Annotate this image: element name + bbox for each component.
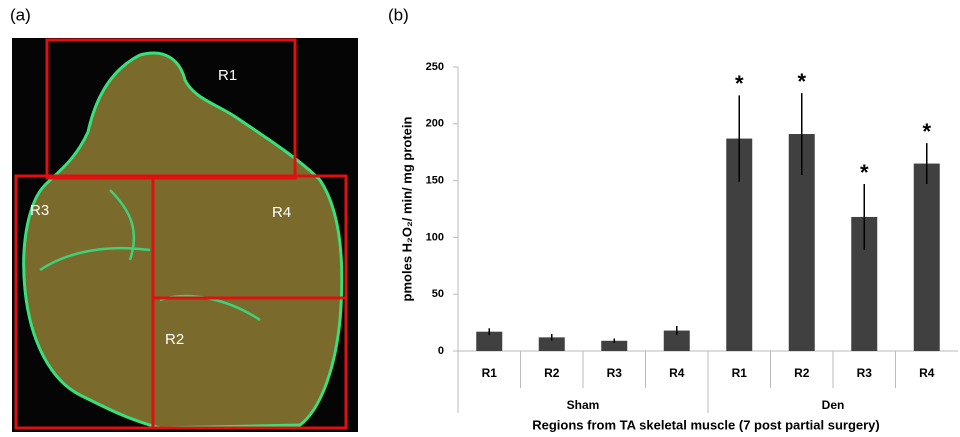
x-tick-label: R4 xyxy=(669,366,685,380)
region-label: R4 xyxy=(272,204,291,221)
bar xyxy=(601,340,628,351)
x-axis-label: Regions from TA skeletal muscle (7 post … xyxy=(532,417,879,432)
bar xyxy=(538,337,565,351)
x-tick-label: R1 xyxy=(732,366,748,380)
panel-label: (a) xyxy=(10,5,31,24)
bar xyxy=(913,163,940,351)
y-tick-label: 50 xyxy=(432,288,444,300)
panel-label: (b) xyxy=(388,5,409,24)
region-labels: R1 R3 R4 R2 xyxy=(30,67,291,348)
significance-marker: * xyxy=(735,71,744,96)
x-tick-label: R2 xyxy=(794,366,810,380)
y-tick-label: 0 xyxy=(438,345,444,357)
region-label: R2 xyxy=(165,331,184,348)
y-tick-label: 150 xyxy=(426,175,444,187)
x-tick-label: R3 xyxy=(607,366,623,380)
x-tick-label: R3 xyxy=(857,366,873,380)
x-tick-label: R2 xyxy=(544,366,560,380)
micrograph: R1 R3 R4 R2 xyxy=(12,38,358,432)
region-label: R3 xyxy=(30,202,49,219)
significance-marker: * xyxy=(860,160,869,185)
y-axis-label: pmoles H₂O₂/ min/ mg protein xyxy=(399,116,414,301)
region-boxes xyxy=(14,38,348,430)
tissue-section xyxy=(22,51,344,430)
x-tick-label: R1 xyxy=(482,366,498,380)
y-tick-label: 250 xyxy=(426,61,444,73)
significance-marker: * xyxy=(797,69,806,94)
y-tick-label: 200 xyxy=(426,118,444,130)
group-label: Sham xyxy=(567,398,600,412)
significance-marker: * xyxy=(922,119,931,144)
bar xyxy=(663,330,690,351)
y-tick-label: 100 xyxy=(426,231,444,243)
x-tick-label: R4 xyxy=(919,366,935,380)
group-label: Den xyxy=(822,398,845,412)
bar xyxy=(476,331,503,351)
region-label: R1 xyxy=(218,67,237,84)
